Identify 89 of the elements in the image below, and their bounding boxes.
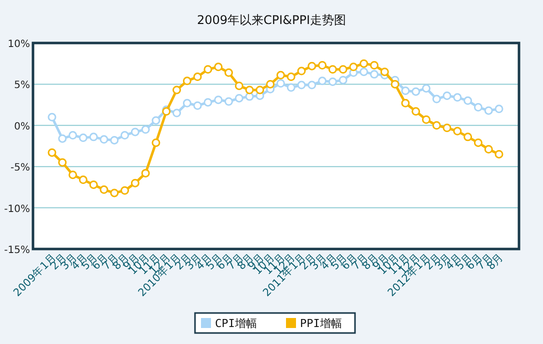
point	[484, 145, 493, 154]
point	[172, 108, 181, 118]
point	[401, 86, 410, 96]
point	[370, 70, 379, 79]
point	[182, 76, 192, 86]
point	[432, 94, 441, 104]
point	[193, 72, 202, 82]
point	[338, 76, 348, 84]
point	[214, 62, 223, 72]
point	[204, 98, 212, 107]
point	[453, 93, 462, 102]
point	[318, 61, 327, 70]
point	[130, 128, 140, 136]
y-tick-label: -10%	[4, 204, 30, 215]
point	[100, 135, 108, 144]
point	[442, 124, 452, 132]
point	[412, 87, 420, 96]
point	[422, 84, 430, 93]
legend-label: CPI增幅	[215, 317, 257, 330]
point	[422, 115, 430, 124]
point	[78, 134, 88, 142]
point	[89, 132, 98, 142]
point	[182, 98, 192, 108]
y-tick-label: -15%	[4, 245, 30, 256]
point	[401, 98, 410, 108]
point	[370, 61, 379, 70]
point	[360, 68, 368, 76]
point	[464, 96, 472, 105]
point	[412, 107, 420, 116]
point	[276, 79, 285, 88]
point	[484, 106, 493, 115]
point	[130, 178, 140, 188]
point	[224, 97, 233, 106]
point	[442, 91, 452, 100]
point	[494, 104, 504, 114]
chart-title: 2009年以来CPI&PPI走势图	[196, 13, 346, 27]
point	[68, 170, 78, 180]
legend-label: PPI增幅	[300, 317, 342, 330]
point	[152, 138, 160, 147]
point	[349, 62, 358, 72]
point	[338, 65, 348, 74]
point	[48, 148, 56, 157]
point	[204, 65, 212, 74]
point	[380, 68, 389, 76]
point	[68, 131, 78, 140]
point	[58, 158, 67, 167]
point	[141, 168, 150, 178]
point	[308, 80, 316, 90]
point	[328, 77, 337, 86]
point	[110, 188, 119, 198]
point	[318, 76, 327, 86]
point	[266, 80, 275, 88]
point	[58, 134, 67, 143]
point	[453, 126, 462, 136]
point	[464, 132, 472, 142]
point	[234, 82, 244, 90]
point	[360, 59, 368, 68]
point	[48, 112, 56, 122]
point	[110, 136, 119, 144]
point	[224, 68, 233, 77]
point	[297, 66, 306, 76]
point	[432, 121, 441, 130]
point	[474, 138, 482, 147]
point	[245, 86, 254, 94]
point	[100, 185, 108, 194]
point	[286, 83, 296, 92]
point	[89, 180, 98, 189]
y-tick-label: 5%	[14, 80, 30, 92]
point	[193, 101, 202, 110]
point	[297, 80, 306, 90]
point	[120, 131, 130, 140]
y-tick-label: 10%	[8, 39, 30, 50]
point	[214, 96, 223, 104]
point	[172, 86, 181, 94]
point	[286, 72, 296, 82]
point	[308, 62, 316, 70]
point	[256, 86, 264, 94]
point	[152, 116, 160, 125]
point	[474, 103, 482, 112]
point	[141, 125, 150, 134]
point	[234, 94, 244, 102]
y-tick-label: 0%	[14, 121, 30, 132]
point	[494, 150, 504, 158]
point	[78, 176, 88, 184]
y-tick-label: -5%	[10, 162, 30, 174]
point	[328, 65, 337, 74]
point	[276, 70, 285, 80]
point	[390, 80, 400, 88]
point	[120, 186, 130, 195]
